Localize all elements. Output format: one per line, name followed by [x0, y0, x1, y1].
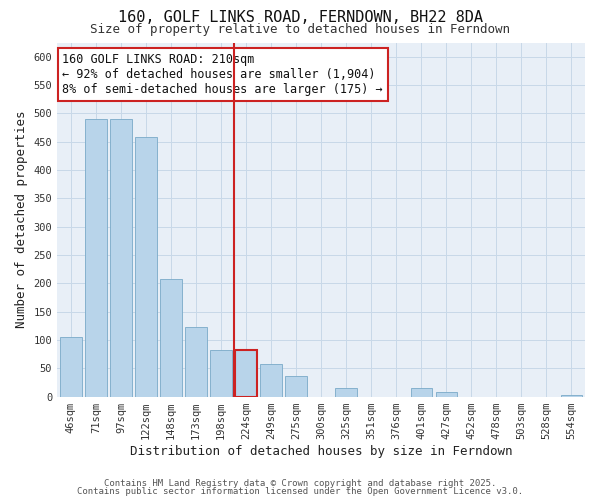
Bar	[136, 137, 157, 396]
Bar	[110, 119, 131, 396]
Bar	[211, 350, 232, 397]
Text: Contains HM Land Registry data © Crown copyright and database right 2025.: Contains HM Land Registry data © Crown c…	[104, 478, 496, 488]
Text: 160, GOLF LINKS ROAD, FERNDOWN, BH22 8DA: 160, GOLF LINKS ROAD, FERNDOWN, BH22 8DA	[118, 10, 482, 25]
Bar	[60, 337, 82, 396]
Bar	[235, 350, 257, 397]
Bar	[410, 388, 432, 396]
Bar	[85, 119, 107, 396]
Y-axis label: Number of detached properties: Number of detached properties	[15, 111, 28, 328]
Bar	[260, 364, 281, 396]
Bar	[436, 392, 457, 396]
Bar	[185, 327, 206, 396]
Text: 160 GOLF LINKS ROAD: 210sqm
← 92% of detached houses are smaller (1,904)
8% of s: 160 GOLF LINKS ROAD: 210sqm ← 92% of det…	[62, 53, 383, 96]
Bar	[560, 395, 582, 396]
X-axis label: Distribution of detached houses by size in Ferndown: Distribution of detached houses by size …	[130, 444, 512, 458]
Text: Contains public sector information licensed under the Open Government Licence v3: Contains public sector information licen…	[77, 487, 523, 496]
Bar	[160, 278, 182, 396]
Bar	[335, 388, 357, 396]
Bar	[286, 376, 307, 396]
Bar	[235, 350, 257, 397]
Text: Size of property relative to detached houses in Ferndown: Size of property relative to detached ho…	[90, 22, 510, 36]
